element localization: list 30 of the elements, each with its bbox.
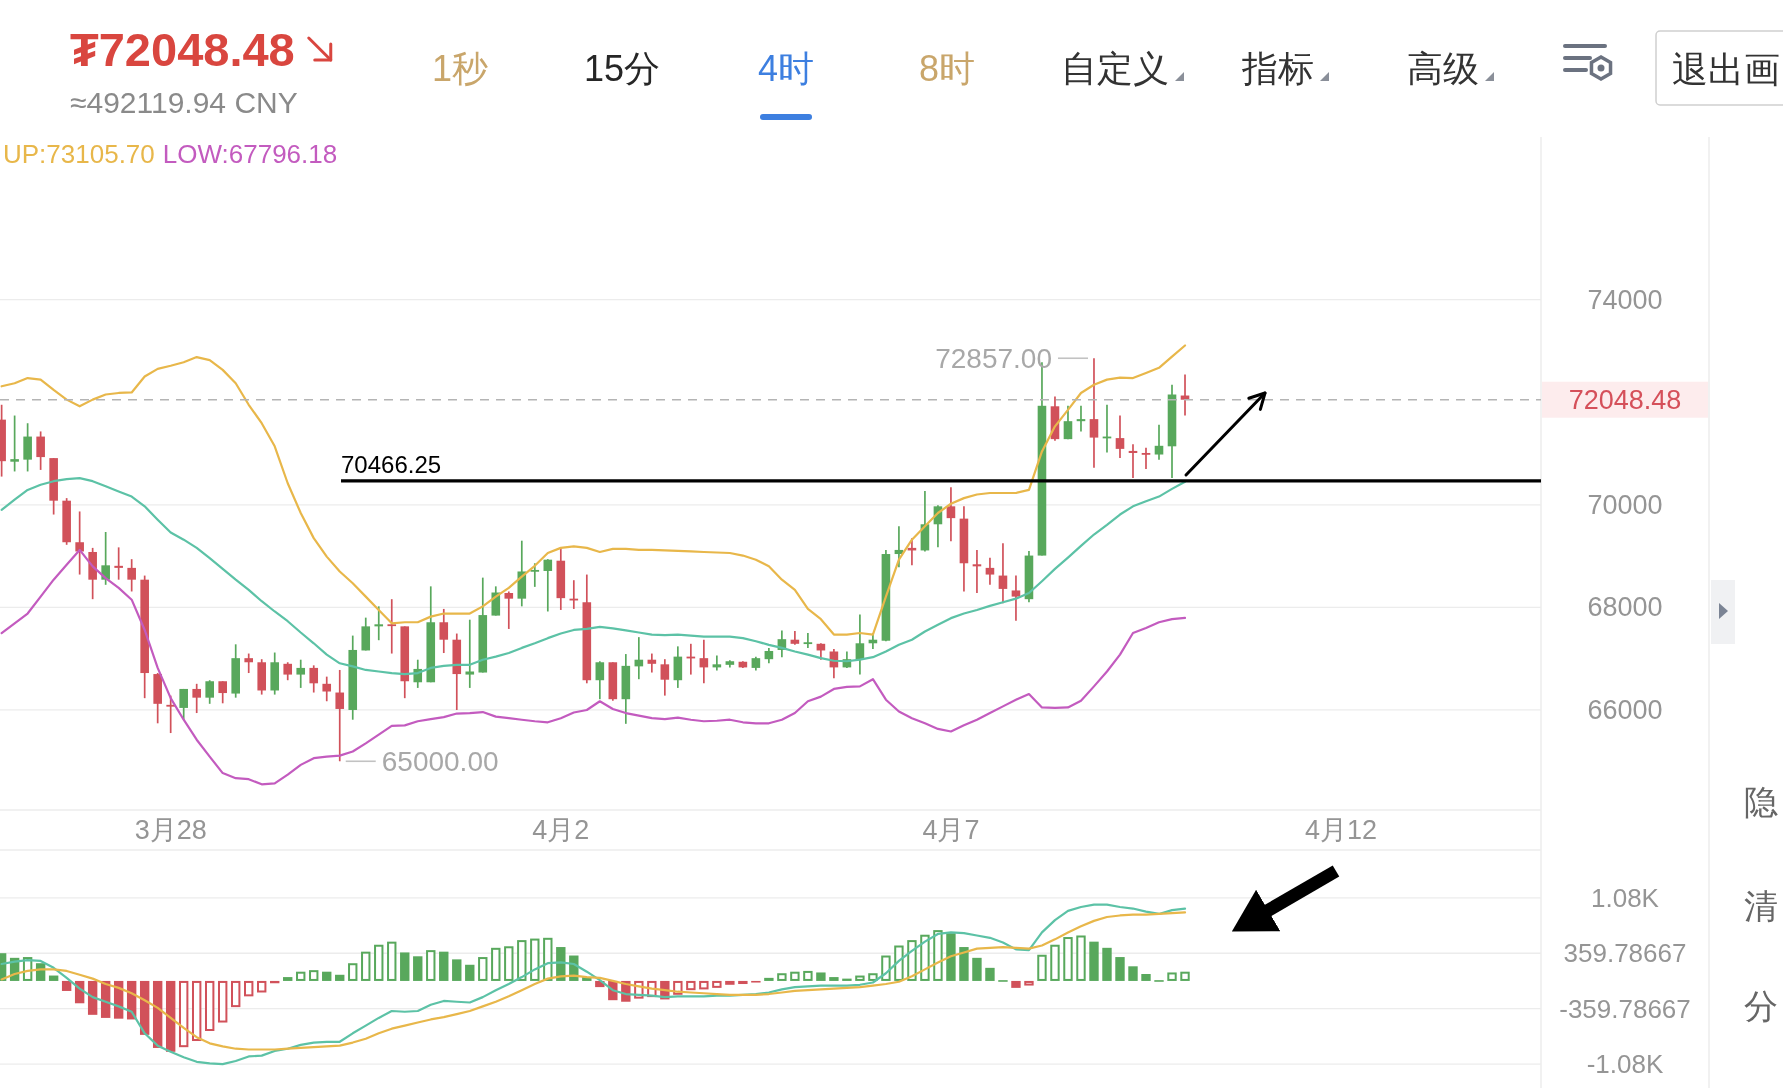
text: ₮72048.48 xyxy=(70,23,295,76)
text: 指标 xyxy=(1241,48,1314,89)
y-tick-label: 66000 xyxy=(1587,694,1663,725)
text: 退出画 xyxy=(1672,49,1780,90)
x-tick-label: 3月28 xyxy=(134,815,207,845)
text: 高级 xyxy=(1407,48,1479,89)
y-tick-label: 359.78667 xyxy=(1563,938,1687,969)
annotation: 72857.00 xyxy=(935,342,1052,374)
y-tick-label: 70000 xyxy=(1587,489,1663,520)
text: 隐 xyxy=(1744,783,1778,821)
x-tick-label: 4月2 xyxy=(532,815,590,845)
ref-line-label: 72048.48 xyxy=(1568,384,1682,415)
text: 1秒 xyxy=(432,48,489,89)
y-tick-label: 1.08K xyxy=(1591,882,1659,913)
text: 8时 xyxy=(919,48,976,89)
legend: UP:73105.70 LOW:67796.18 xyxy=(3,139,338,169)
text: ≈492119.94 CNY xyxy=(70,86,298,119)
text: 清 xyxy=(1744,887,1778,925)
y-tick-label: -359.78667 xyxy=(1559,993,1691,1024)
y-tick-label: 74000 xyxy=(1587,284,1663,315)
text: 4时 xyxy=(758,48,815,89)
text: 自定义 xyxy=(1061,48,1169,89)
text: 分 xyxy=(1744,987,1778,1025)
y-tick-label: -1.08K xyxy=(1586,1049,1664,1080)
x-tick-label: 4月7 xyxy=(922,815,980,845)
text: 15分 xyxy=(584,48,661,89)
ref-line-label: 70466.25 xyxy=(341,450,442,478)
x-tick-label: 4月12 xyxy=(1305,815,1378,845)
annotation: 65000.00 xyxy=(381,745,499,777)
y-tick-label: 68000 xyxy=(1587,592,1663,623)
